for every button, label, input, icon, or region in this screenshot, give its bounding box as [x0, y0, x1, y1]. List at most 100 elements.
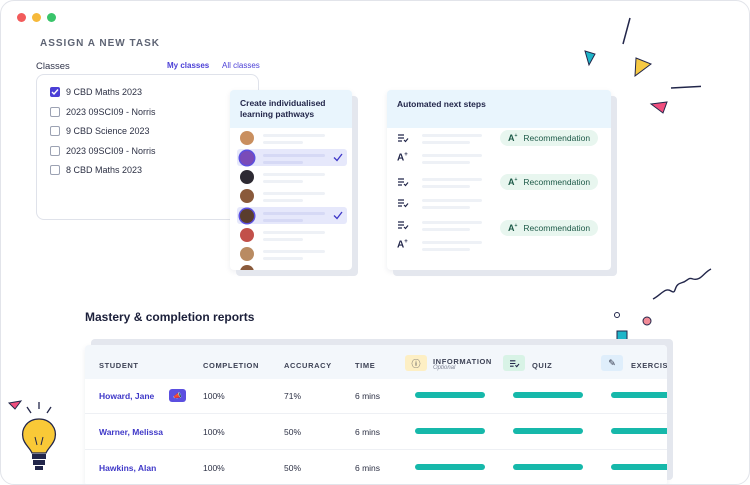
completion-value: 100% [203, 463, 225, 473]
checkbox-checked[interactable] [50, 87, 60, 97]
reports-table: STUDENT COMPLETION ACCURACY TIME ⓘ INFOR… [85, 345, 667, 484]
class-option[interactable]: 8 CBD Maths 2023 [50, 165, 142, 175]
info-icon: ⓘ [405, 355, 427, 371]
recommendation-chip[interactable]: A+ Recommendation [500, 130, 599, 146]
progress-bar-information [415, 428, 485, 434]
recommendation-label: Recommendation [523, 177, 591, 187]
check-icon [333, 153, 343, 162]
col-quiz[interactable]: QUIZ [532, 361, 553, 370]
placeholder-line [263, 219, 303, 222]
avatar [240, 170, 254, 184]
student-name[interactable]: Howard, Jane [99, 391, 155, 401]
col-accuracy[interactable]: ACCURACY [284, 361, 332, 370]
class-list: 9 CBD Maths 2023 2023 09SCI09 - Norris 9… [36, 74, 259, 220]
placeholder-line [422, 154, 482, 157]
grade-a-plus-icon: A+ [397, 239, 408, 251]
placeholder-line [263, 231, 325, 234]
recommendation-label: Recommendation [523, 133, 591, 143]
placeholder-line [263, 141, 303, 144]
task-list-icon [398, 178, 409, 187]
student-name[interactable]: Warner, Melissa [99, 427, 163, 437]
avatar [240, 189, 254, 203]
progress-bar-information [415, 464, 485, 470]
checkbox[interactable] [50, 165, 60, 175]
check-icon [333, 211, 343, 220]
placeholder-line [422, 161, 470, 164]
checkbox[interactable] [50, 126, 60, 136]
avatar [240, 247, 254, 261]
next-steps-title: Automated next steps [387, 90, 611, 128]
placeholder-line [263, 199, 303, 202]
class-option[interactable]: 2023 09SCI09 - Norris [50, 107, 156, 117]
progress-bar-exercise [611, 464, 667, 470]
placeholder-line [422, 178, 482, 181]
checkbox[interactable] [50, 146, 60, 156]
student-name[interactable]: Hawkins, Alan [99, 463, 157, 473]
placeholder-line [263, 180, 303, 183]
class-label: 9 CBD Maths 2023 [66, 87, 143, 97]
col-student[interactable]: STUDENT [99, 361, 139, 370]
time-value: 6 mins [355, 463, 381, 473]
placeholder-line [263, 257, 303, 260]
row-divider [85, 449, 667, 450]
avatar [240, 265, 254, 270]
pencil-icon: ✎ [601, 355, 623, 371]
class-option[interactable]: 9 CBD Maths 2023 [50, 87, 142, 97]
class-label: 2023 09SCI09 - Norris [66, 146, 156, 156]
avatar [240, 151, 254, 165]
time-value: 6 mins [355, 391, 381, 401]
squiggle-decoration [614, 268, 712, 341]
next-steps-panel: Automated next steps A+ A+ A+ Recommenda… [387, 90, 611, 270]
classes-label: Classes [36, 61, 70, 72]
col-time[interactable]: TIME [355, 361, 376, 370]
progress-bar-information [415, 392, 485, 398]
lightbulb-icon [7, 400, 57, 470]
close-dot[interactable] [17, 13, 26, 22]
placeholder-line [422, 241, 482, 244]
col-information[interactable]: INFORMATION [433, 357, 492, 366]
megaphone-icon[interactable]: 📣 [169, 389, 186, 402]
time-value: 6 mins [355, 427, 381, 437]
col-information-optional: Optional [433, 365, 456, 371]
accuracy-value: 71% [284, 391, 302, 401]
placeholder-line [422, 134, 482, 137]
class-option[interactable]: 9 CBD Science 2023 [50, 126, 150, 136]
reports-title: Mastery & completion reports [85, 310, 255, 324]
avatar [240, 131, 254, 145]
pathways-panel: Create individualised learning pathways [230, 90, 352, 270]
tab-all-classes[interactable]: All classes [222, 61, 260, 70]
recommendation-chip[interactable]: A+ Recommendation [500, 220, 599, 236]
decorative-shapes [584, 17, 701, 114]
tab-my-classes[interactable]: My classes [167, 61, 210, 70]
col-completion[interactable]: COMPLETION [203, 361, 259, 370]
placeholder-line [422, 221, 482, 224]
recommendation-label: Recommendation [523, 223, 591, 233]
placeholder-line [263, 134, 325, 137]
placeholder-line [422, 248, 470, 251]
grade-a-plus-icon: A+ [397, 152, 408, 164]
pathways-title: Create individualised learning pathways [230, 90, 352, 128]
class-label: 8 CBD Maths 2023 [66, 165, 143, 175]
window-controls [17, 13, 56, 22]
checkbox[interactable] [50, 107, 60, 117]
col-exercise[interactable]: EXERCISE [631, 361, 667, 370]
progress-bar-exercise [611, 392, 667, 398]
maximize-dot[interactable] [47, 13, 56, 22]
table-header [85, 345, 667, 379]
quiz-icon [503, 355, 525, 371]
placeholder-line [422, 206, 470, 209]
placeholder-line [263, 238, 303, 241]
progress-bar-quiz [513, 392, 583, 398]
class-option[interactable]: 2023 09SCI09 - Norris [50, 146, 156, 156]
grade-a-plus-icon: A+ [508, 133, 518, 143]
accuracy-value: 50% [284, 463, 302, 473]
row-divider [85, 413, 667, 414]
avatar [240, 228, 254, 242]
avatar [240, 209, 254, 223]
task-list-icon [398, 199, 409, 208]
recommendation-chip[interactable]: A+ Recommendation [500, 174, 599, 190]
minimize-dot[interactable] [32, 13, 41, 22]
progress-bar-exercise [611, 428, 667, 434]
placeholder-line [422, 228, 470, 231]
